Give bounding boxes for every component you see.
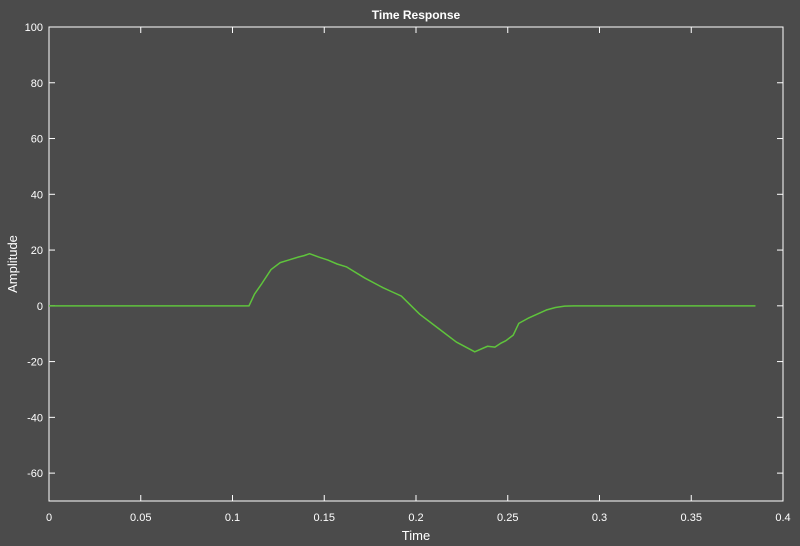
y-tick-label: 0 — [37, 301, 43, 313]
chart-title: Time Response — [372, 8, 461, 22]
y-tick-label: 100 — [25, 22, 43, 34]
y-tick-label: -40 — [27, 412, 43, 424]
x-tick-label: 0.05 — [130, 512, 151, 524]
y-tick-label: 40 — [31, 189, 43, 201]
y-tick-label: 60 — [31, 134, 43, 146]
y-tick-label: -20 — [27, 357, 43, 369]
series-line — [49, 252, 756, 353]
x-axis: 0 0.05 0.1 0.15 0.2 0.25 0.3 0.35 0.4 — [46, 27, 791, 524]
x-tick-label: 0.1 — [225, 512, 240, 524]
y-tick-label: 80 — [31, 78, 43, 90]
x-axis-label: Time — [402, 528, 430, 543]
x-tick-label: 0.35 — [681, 512, 702, 524]
y-tick-label: -60 — [27, 468, 43, 480]
x-tick-label: 0.4 — [775, 512, 790, 524]
x-tick-label: 0.2 — [408, 512, 423, 524]
x-tick-label: 0.15 — [314, 512, 335, 524]
y-axis: -60 -40 -20 0 20 40 60 80 100 — [25, 22, 783, 480]
x-tick-label: 0.25 — [497, 512, 518, 524]
series-layer — [49, 252, 756, 353]
x-tick-label: 0.3 — [592, 512, 607, 524]
y-tick-label: 20 — [31, 245, 43, 257]
x-tick-label: 0 — [46, 512, 52, 524]
y-axis-label: Amplitude — [5, 235, 20, 293]
